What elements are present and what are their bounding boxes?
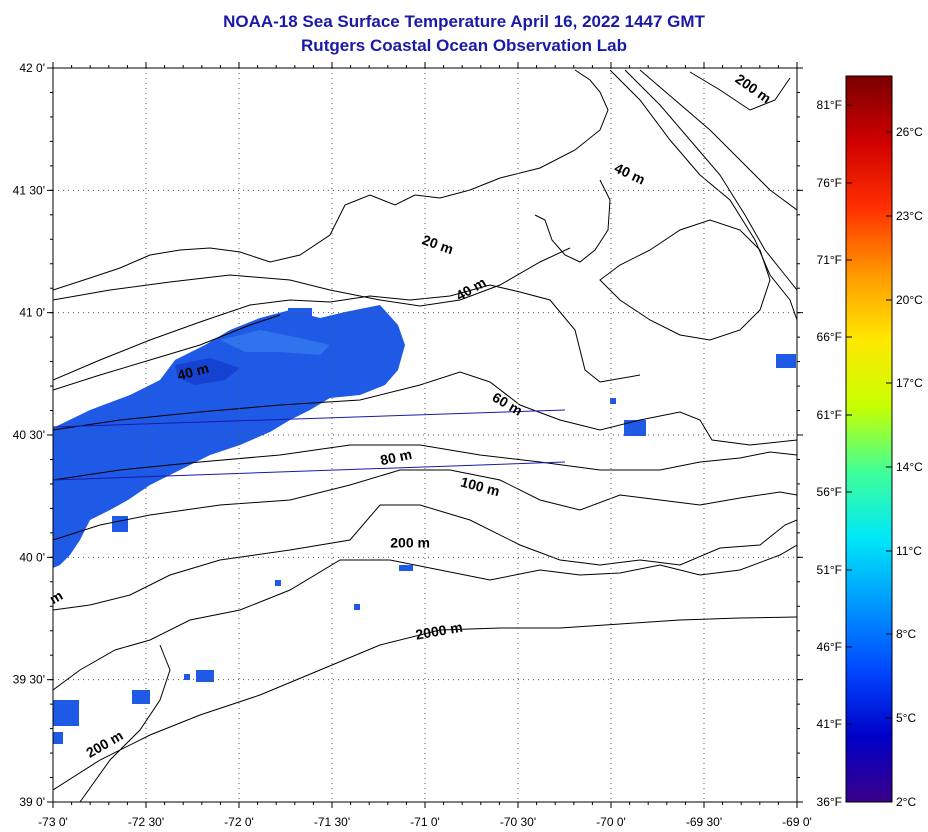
sst-patch-small1 <box>624 420 646 436</box>
contour-label: 100 m <box>459 474 501 500</box>
lat-tick-label: 40 30' <box>13 428 45 442</box>
contour-deep-ne2 <box>624 69 797 291</box>
contour-label: 200 m <box>83 727 125 761</box>
fahrenheit-label: 81°F <box>817 98 842 112</box>
fahrenheit-label: 71°F <box>817 253 842 267</box>
fahrenheit-label: 41°F <box>817 717 842 731</box>
sst-patch-light <box>220 330 330 355</box>
contour-ne-small <box>689 71 791 111</box>
sst-patch-small4 <box>275 580 281 586</box>
celsius-label: 8°C <box>896 627 916 641</box>
contour-200m-b <box>53 544 797 691</box>
sst-data-layer <box>53 305 796 744</box>
fahrenheit-label: 46°F <box>817 640 842 654</box>
contour-label: 80 m <box>379 446 414 468</box>
coastline-cape <box>534 179 611 263</box>
contour-label: 60 m <box>490 389 526 419</box>
sst-patch-dark <box>175 358 240 385</box>
fahrenheit-label: 51°F <box>817 563 842 577</box>
celsius-label: 11°C <box>896 544 922 558</box>
contour-label: 200 m <box>390 535 430 551</box>
contour-label: 40 m <box>612 160 648 188</box>
graticule-grid <box>53 68 797 802</box>
contour-200m-a <box>53 504 797 611</box>
fahrenheit-label: 76°F <box>817 176 842 190</box>
coastline <box>53 69 609 291</box>
sst-patch-small2 <box>610 398 616 404</box>
celsius-label: 26°C <box>896 125 923 139</box>
contour-60m <box>53 371 797 446</box>
contour-label: 40 m <box>176 360 211 384</box>
fahrenheit-label: 36°F <box>817 795 842 809</box>
sst-patch-sw2 <box>53 732 63 744</box>
colorbar <box>845 75 893 803</box>
fahrenheit-label: 56°F <box>817 485 842 499</box>
sst-patch-sw4 <box>196 670 214 682</box>
lon-tick-label: -72 30' <box>128 815 164 829</box>
celsius-label: 20°C <box>896 293 923 307</box>
lat-tick-label: 39 30' <box>13 673 45 687</box>
lon-tick-label: -71 0' <box>410 815 440 829</box>
sst-patch-main <box>53 305 405 568</box>
sst-patch-east <box>776 354 796 368</box>
contour-deep-ne <box>609 69 797 321</box>
lon-tick-label: -72 0' <box>224 815 254 829</box>
contour-label: 40 m <box>453 274 489 304</box>
map-subtitle: Rutgers Coastal Ocean Observation Lab <box>301 36 627 55</box>
georges-bank <box>599 219 771 341</box>
celsius-label: 17°C <box>896 376 923 390</box>
contour-200m-sw <box>79 644 171 802</box>
sst-patch-small5 <box>354 604 360 610</box>
fahrenheit-label: 66°F <box>817 330 842 344</box>
contour-100m <box>53 469 797 541</box>
contour-20m <box>53 247 571 307</box>
sst-patch-sw3 <box>132 690 150 704</box>
celsius-label: 23°C <box>896 209 923 223</box>
lon-tick-label: -70 30' <box>500 815 536 829</box>
contour-label: 2000 m <box>414 619 464 643</box>
sst-patch-sw6 <box>112 516 128 532</box>
lon-tick-label: -71 30' <box>314 815 350 829</box>
lat-tick-label: 40 0' <box>19 550 45 564</box>
contour-2000m <box>53 616 797 791</box>
celsius-label: 5°C <box>896 711 916 725</box>
contour-label: m <box>47 587 66 607</box>
sst-patch-north <box>288 308 312 332</box>
contour-40m-a <box>53 284 641 383</box>
colorbar-ticks: 26°C 23°C 20°C 17°C 14°C 11°C 8°C 5°C 2°C 81°F 76°… <box>817 98 924 809</box>
contour-80m <box>53 444 797 481</box>
map-title: NOAA-18 Sea Surface Temperature April 16… <box>223 12 705 31</box>
contour-deep-ne3 <box>639 69 797 211</box>
lon-tick-label: -70 0' <box>596 815 626 829</box>
lon-tick-label: -73 0' <box>38 815 68 829</box>
sst-patch-small3 <box>399 565 413 571</box>
bathymetry-contours <box>53 69 797 802</box>
satellite-track <box>53 409 566 481</box>
map-axes: -73 0' -72 30' -72 0' -71 30' -71 0' -70 30' -… <box>13 61 812 829</box>
lat-tick-label: 42 0' <box>19 61 45 75</box>
celsius-label: 2°C <box>896 795 916 809</box>
lon-tick-label: -69 30' <box>686 815 722 829</box>
celsius-label: 14°C <box>896 460 923 474</box>
lat-tick-label: 39 0' <box>19 795 45 809</box>
lat-tick-label: 41 30' <box>13 183 45 197</box>
fahrenheit-label: 61°F <box>817 408 842 422</box>
lon-tick-label: -69 0' <box>782 815 812 829</box>
contour-label: 200 m <box>733 70 775 106</box>
lat-tick-label: 41 0' <box>19 306 45 320</box>
sst-patch-sw1 <box>53 700 79 726</box>
contour-40m-b <box>53 314 281 391</box>
sst-patch-sw5 <box>184 674 190 680</box>
